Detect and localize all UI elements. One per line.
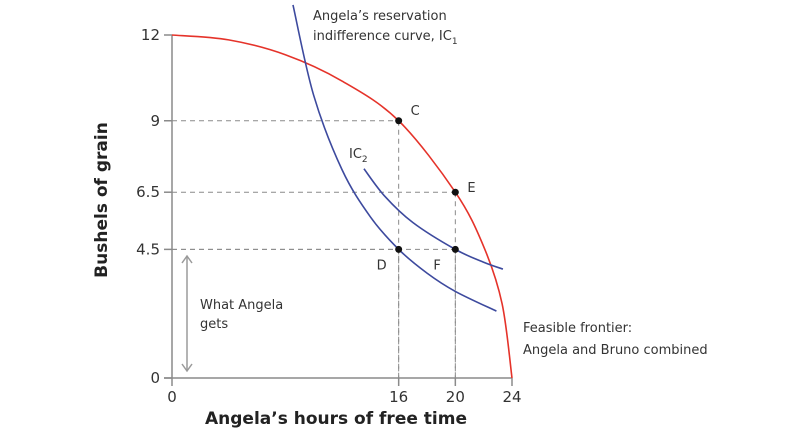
y-tick-label: 4.5 — [136, 240, 160, 258]
what-angela-gets-label: What Angela — [200, 298, 283, 313]
what-angela-gets-label-2: gets — [200, 317, 228, 332]
x-tick-label: 24 — [502, 388, 521, 406]
x-tick-label: 0 — [167, 388, 177, 406]
point-label-D: D — [377, 258, 387, 273]
y-tick-label: 12 — [141, 26, 160, 44]
ic2-label: IC2 — [349, 147, 368, 165]
frontier-label-2: Angela and Bruno combined — [523, 343, 708, 358]
point-label-E: E — [467, 181, 475, 196]
what-angela-gets-arrow — [181, 254, 193, 373]
point-F — [451, 245, 459, 253]
ic1-label: Angela’s reservation — [313, 9, 447, 24]
y-tick-label: 9 — [150, 112, 160, 130]
ic1-label-2: indifference curve, IC1 — [313, 29, 458, 47]
point-D — [395, 245, 403, 253]
y-axis-title: Bushels of grain — [92, 122, 112, 278]
frontier-label: Feasible frontier: — [523, 321, 632, 336]
point-label-F: F — [433, 258, 440, 273]
y-tick-label: 6.5 — [136, 183, 160, 201]
x-tick-label: 16 — [389, 388, 408, 406]
y-tick-label: 0 — [150, 369, 160, 387]
x-axis-title: Angela’s hours of free time — [205, 409, 467, 429]
ic1-curve — [292, 4, 497, 312]
point-label-C: C — [411, 104, 420, 119]
ic2-curve — [363, 168, 504, 270]
guide-lines — [172, 120, 456, 378]
point-C — [395, 117, 403, 125]
point-E — [451, 188, 459, 196]
x-tick-label: 20 — [446, 388, 465, 406]
